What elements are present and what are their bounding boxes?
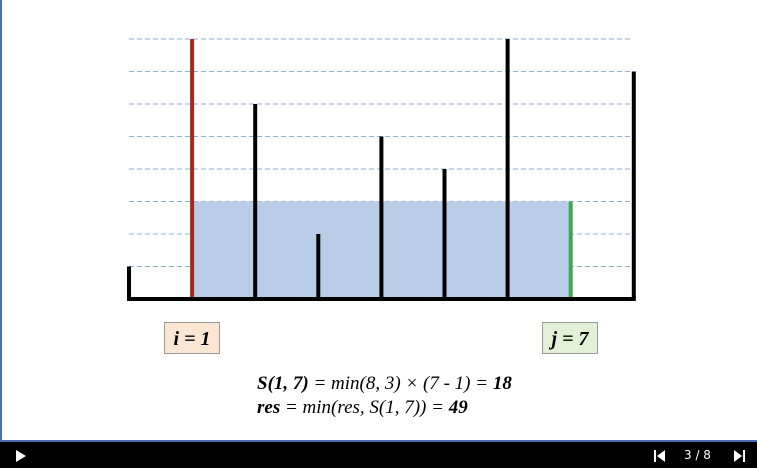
formula-result-res: 49 [448,397,468,418]
formula-term-s: S(1, 7) [257,373,309,394]
right-pointer-label: j = 7 [542,322,598,354]
left-pointer-label: i = 1 [164,322,220,354]
formula-expression: = min(8, 3) × (7 - 1) = [308,373,493,394]
formula-expression-res: = min(res, S(1, 7)) = [280,397,449,418]
player-bar: 3 / 8 [0,442,757,468]
page-counter: 3 / 8 [684,448,711,462]
previous-icon[interactable] [654,450,666,462]
result-formula: res = min(res, S(1, 7)) = 49 [257,397,468,419]
container-diagram [127,38,636,301]
area-formula: S(1, 7) = min(8, 3) × (7 - 1) = 18 [257,373,512,395]
formula-term-res: res [257,397,281,418]
formula-result: 18 [492,373,512,394]
play-icon[interactable] [16,450,26,462]
next-icon[interactable] [734,450,746,462]
slide: i = 1 j = 7 S(1, 7) = min(8, 3) × (7 - 1… [0,0,757,442]
